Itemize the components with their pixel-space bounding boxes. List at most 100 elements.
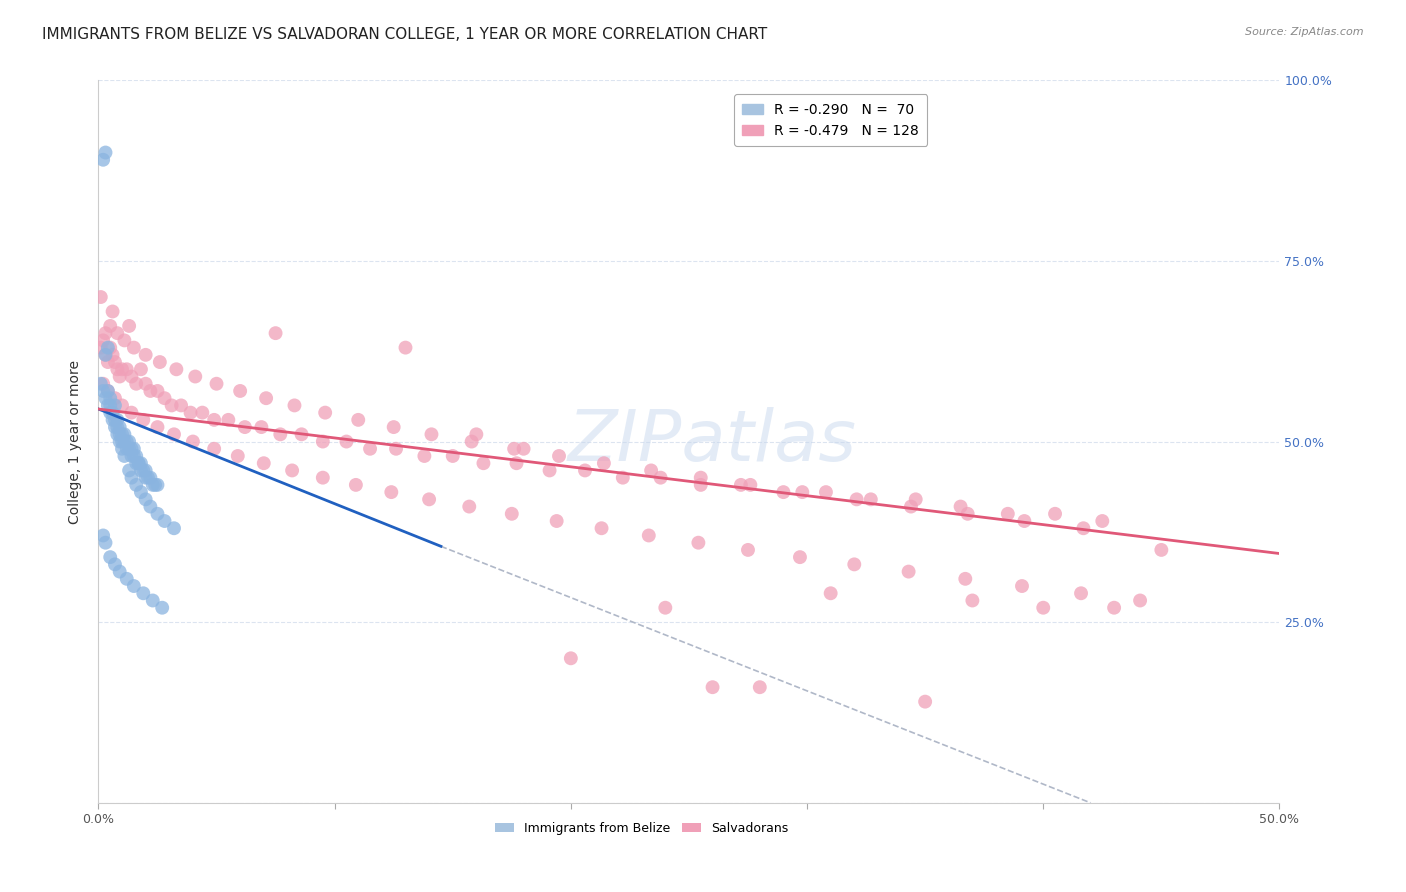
- Point: [142, 593, 165, 607]
- Point: [142, 478, 165, 492]
- Point: [792, 485, 814, 500]
- Point: [135, 376, 157, 391]
- Point: [108, 565, 131, 579]
- Point: [112, 449, 135, 463]
- Point: [97, 341, 120, 355]
- Point: [702, 680, 724, 694]
- Point: [94, 348, 117, 362]
- Point: [118, 442, 141, 456]
- Point: [132, 413, 155, 427]
- Point: [737, 542, 759, 557]
- Point: [1102, 600, 1125, 615]
- Point: [94, 391, 117, 405]
- Point: [108, 427, 131, 442]
- Point: [108, 369, 131, 384]
- Point: [1150, 542, 1173, 557]
- Point: [111, 362, 134, 376]
- Point: [146, 507, 169, 521]
- Point: [91, 334, 114, 348]
- Point: [226, 449, 249, 463]
- Point: [637, 528, 659, 542]
- Point: [593, 456, 616, 470]
- Point: [97, 355, 120, 369]
- Point: [184, 369, 207, 384]
- Point: [170, 398, 193, 412]
- Point: [844, 558, 866, 572]
- Point: [129, 485, 152, 500]
- Point: [135, 348, 157, 362]
- Point: [149, 355, 172, 369]
- Point: [125, 456, 148, 470]
- Point: [105, 362, 128, 376]
- Point: [121, 442, 143, 456]
- Point: [97, 398, 120, 412]
- Point: [202, 413, 225, 427]
- Point: [101, 413, 124, 427]
- Point: [111, 398, 134, 412]
- Point: [283, 398, 305, 412]
- Point: [132, 586, 155, 600]
- Point: [90, 376, 112, 391]
- Point: [335, 434, 357, 449]
- Point: [121, 369, 143, 384]
- Point: [97, 384, 120, 398]
- Point: [104, 398, 127, 412]
- Point: [949, 500, 972, 514]
- Point: [900, 500, 922, 514]
- Point: [91, 153, 114, 167]
- Point: [98, 341, 121, 355]
- Point: [689, 478, 711, 492]
- Point: [688, 535, 710, 549]
- Point: [458, 500, 481, 514]
- Point: [104, 558, 127, 572]
- Text: IMMIGRANTS FROM BELIZE VS SALVADORAN COLLEGE, 1 YEAR OR MORE CORRELATION CHART: IMMIGRANTS FROM BELIZE VS SALVADORAN COL…: [42, 27, 768, 42]
- Point: [165, 362, 187, 376]
- Point: [460, 434, 482, 449]
- Point: [129, 362, 152, 376]
- Point: [105, 420, 128, 434]
- Point: [128, 456, 150, 470]
- Point: [418, 492, 440, 507]
- Point: [115, 572, 138, 586]
- Point: [121, 470, 143, 484]
- Point: [139, 384, 162, 398]
- Point: [740, 478, 762, 492]
- Point: [312, 434, 335, 449]
- Point: [122, 442, 145, 456]
- Point: [1011, 579, 1033, 593]
- Point: [101, 348, 124, 362]
- Point: [104, 420, 127, 434]
- Point: [104, 355, 127, 369]
- Point: [101, 304, 124, 318]
- Point: [789, 550, 811, 565]
- Point: [344, 478, 367, 492]
- Point: [122, 579, 145, 593]
- Point: [122, 449, 145, 463]
- Point: [115, 442, 138, 456]
- Point: [132, 463, 155, 477]
- Point: [115, 362, 138, 376]
- Point: [98, 550, 121, 565]
- Point: [108, 420, 131, 434]
- Point: [153, 391, 176, 405]
- Point: [962, 593, 984, 607]
- Point: [105, 427, 128, 442]
- Point: [233, 420, 256, 434]
- Point: [150, 600, 173, 615]
- Text: ZIPatlas: ZIPatlas: [568, 407, 858, 476]
- Point: [143, 478, 166, 492]
- Point: [1129, 593, 1152, 607]
- Point: [98, 398, 121, 412]
- Point: [312, 470, 335, 484]
- Point: [163, 427, 186, 442]
- Y-axis label: College, 1 year or more: College, 1 year or more: [69, 359, 83, 524]
- Point: [91, 528, 114, 542]
- Point: [205, 376, 228, 391]
- Point: [90, 290, 112, 304]
- Point: [748, 680, 770, 694]
- Point: [91, 376, 114, 391]
- Point: [98, 391, 121, 405]
- Point: [160, 398, 183, 412]
- Point: [859, 492, 882, 507]
- Point: [108, 434, 131, 449]
